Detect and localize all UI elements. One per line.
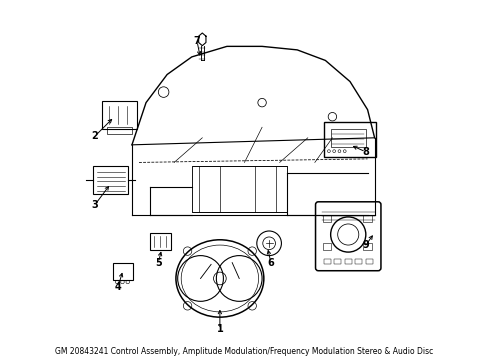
Bar bbox=[365, 259, 372, 264]
Text: 7: 7 bbox=[193, 36, 200, 46]
Text: GM 20843241 Control Assembly, Amplitude Modulation/Frequency Modulation Stereo &: GM 20843241 Control Assembly, Amplitude … bbox=[55, 347, 433, 356]
Text: 5: 5 bbox=[155, 258, 162, 267]
Bar bbox=[344, 259, 351, 264]
Text: 8: 8 bbox=[362, 147, 368, 157]
Bar bbox=[330, 129, 365, 147]
Text: 9: 9 bbox=[362, 240, 368, 250]
Bar bbox=[363, 243, 371, 250]
Bar bbox=[322, 215, 331, 222]
Bar bbox=[333, 259, 341, 264]
Text: 6: 6 bbox=[267, 258, 274, 267]
Bar bbox=[355, 259, 362, 264]
Text: 4: 4 bbox=[114, 282, 121, 292]
Text: 2: 2 bbox=[91, 131, 98, 141]
Bar bbox=[322, 243, 331, 250]
Bar bbox=[107, 127, 132, 134]
Bar bbox=[363, 215, 371, 222]
Bar bbox=[191, 166, 286, 212]
Bar bbox=[323, 259, 330, 264]
Text: 3: 3 bbox=[91, 199, 98, 210]
Bar bbox=[93, 166, 128, 194]
Text: 1: 1 bbox=[216, 324, 223, 334]
Bar bbox=[149, 233, 170, 250]
